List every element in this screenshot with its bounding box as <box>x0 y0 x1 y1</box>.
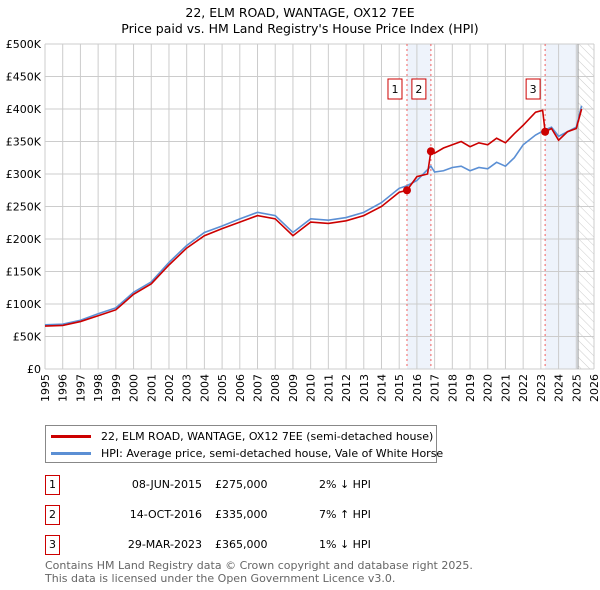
x-tick-label: 2012 <box>340 374 353 402</box>
x-tick-label: 2006 <box>234 374 247 402</box>
sale-point <box>426 147 435 156</box>
x-tick-label: 2026 <box>588 374 600 402</box>
sale-point <box>541 127 550 136</box>
x-tick-label: 2025 <box>570 374 583 402</box>
chart-legend: 22, ELM ROAD, WANTAGE, OX12 7EE (semi-de… <box>45 425 443 463</box>
transaction-hpi-diff: 1% ↓ HPI <box>319 538 371 551</box>
transaction-price: £365,000 <box>215 538 268 551</box>
legend-hpi: HPI: Average price, semi-detached house,… <box>101 446 444 460</box>
x-tick-label: 2018 <box>446 374 459 402</box>
x-tick-label: 2011 <box>322 374 335 402</box>
x-tick-label: 2023 <box>535 374 548 402</box>
sale-label: 3 <box>530 83 537 96</box>
x-tick-label: 1999 <box>110 374 123 402</box>
x-tick-label: 2013 <box>358 374 371 402</box>
price-chart: 1995 1996 1997 1998 1999 2000 2001 2002 2003 2004… <box>6 38 600 402</box>
y-tick-label: £450K <box>6 71 42 84</box>
x-tick-label: 2019 <box>464 374 477 402</box>
x-tick-label: 1996 <box>57 374 70 402</box>
y-tick-label: £150K <box>6 266 42 279</box>
x-tick-label: 1997 <box>74 374 87 402</box>
hpi-line-swatch <box>51 451 91 455</box>
transaction-date: 08-JUN-2015 <box>131 478 202 491</box>
series-line <box>44 105 583 326</box>
y-tick-label: £300K <box>6 168 42 181</box>
transaction-row: 2 14-OCT-2016 £335,000 7% ↑ HPI <box>45 505 445 527</box>
y-tick-label: £500K <box>6 38 42 51</box>
transaction-row: 3 29-MAR-2023 £365,000 1% ↓ HPI <box>45 535 445 557</box>
x-tick-label: 2005 <box>216 374 229 402</box>
sale-label-box <box>411 78 427 100</box>
y-tick-label: £50K <box>13 331 42 344</box>
transaction-number: 3 <box>45 535 60 555</box>
transaction-hpi-diff: 7% ↑ HPI <box>319 508 371 521</box>
x-tick-label: 1998 <box>92 374 105 402</box>
property-line-swatch <box>51 434 91 438</box>
x-tick-label: 1995 <box>39 374 52 402</box>
y-tick-label: £100K <box>6 298 42 311</box>
x-tick-label: 2007 <box>252 374 265 402</box>
x-tick-label: 2009 <box>287 374 300 402</box>
x-tick-label: 2021 <box>499 374 512 402</box>
transaction-date: 14-OCT-2016 <box>129 508 202 521</box>
chart-subtitle: Price paid vs. HM Land Registry's House … <box>121 21 479 36</box>
series-line <box>44 108 583 327</box>
x-tick-label: 2014 <box>375 374 388 402</box>
transaction-number: 2 <box>45 505 60 525</box>
chart-title: 22, ELM ROAD, WANTAGE, OX12 7EE <box>185 5 415 20</box>
legend-property: 22, ELM ROAD, WANTAGE, OX12 7EE (semi-de… <box>101 429 434 443</box>
transaction-row: 1 08-JUN-2015 £275,000 2% ↓ HPI <box>45 475 445 497</box>
transaction-date: 29-MAR-2023 <box>127 538 202 551</box>
sale-point <box>402 186 411 195</box>
x-tick-label: 2010 <box>305 374 318 402</box>
x-tick-label: 2020 <box>482 374 495 402</box>
transaction-price: £335,000 <box>215 508 268 521</box>
y-tick-label: £250K <box>6 201 42 214</box>
x-tick-label: 2002 <box>163 374 176 402</box>
x-tick-label: 2001 <box>145 374 158 402</box>
y-tick-label: £0 <box>27 363 41 376</box>
footer-licence: This data is licensed under the Open Gov… <box>45 572 396 585</box>
x-tick-label: 2017 <box>429 374 442 402</box>
transaction-number: 1 <box>45 475 60 495</box>
x-tick-label: 2022 <box>517 374 530 402</box>
x-tick-label: 2004 <box>198 374 211 402</box>
x-tick-label: 2015 <box>393 374 406 402</box>
y-tick-label: £200K <box>6 233 42 246</box>
x-tick-label: 2003 <box>181 374 194 402</box>
x-tick-label: 2024 <box>553 374 566 402</box>
x-tick-label: 2016 <box>411 374 424 402</box>
y-tick-label: £400K <box>6 103 42 116</box>
x-tick-label: 2008 <box>269 374 282 402</box>
x-tick-label: 2000 <box>128 374 141 402</box>
transaction-hpi-diff: 2% ↓ HPI <box>319 478 371 491</box>
footer-copyright: Contains HM Land Registry data © Crown c… <box>45 559 473 572</box>
sale-label: 1 <box>391 83 398 96</box>
y-tick-label: £350K <box>6 136 42 149</box>
sale-label: 2 <box>415 83 422 96</box>
transaction-price: £275,000 <box>215 478 268 491</box>
sale-label-box <box>525 78 541 100</box>
sale-label-box <box>387 78 403 100</box>
